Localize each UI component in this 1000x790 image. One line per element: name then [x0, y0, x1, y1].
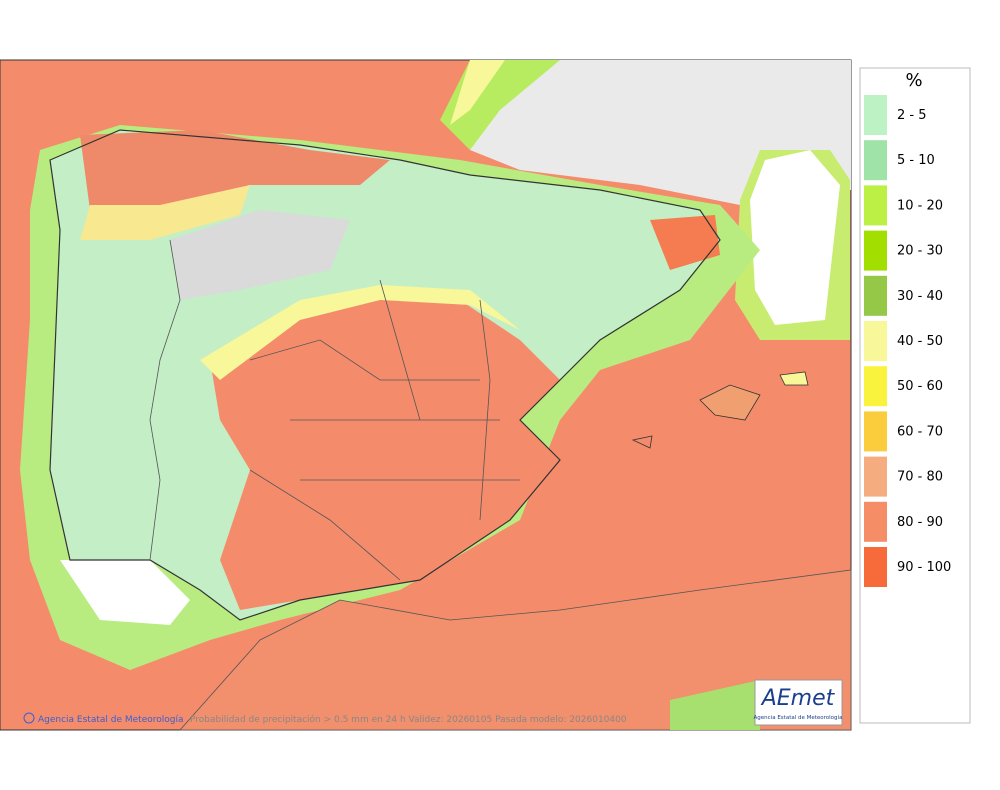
dry-area: [170, 210, 350, 300]
legend-label: 10 - 20: [897, 198, 943, 213]
borders: [149, 239, 520, 581]
legend-swatch: [864, 456, 887, 497]
logo-subtitle: Agencia Estatal de Meteorología: [754, 714, 843, 721]
legend-swatch: [864, 140, 887, 181]
legend-label: 70 - 80: [897, 470, 943, 485]
logo-name: AEmet: [760, 686, 836, 711]
legend-swatch: [864, 411, 887, 452]
legend-label: 90 - 100: [897, 560, 951, 575]
high-prob: [210, 290, 560, 610]
coastline: [49, 129, 721, 621]
legend-swatch: [864, 275, 887, 316]
catalonia: [650, 215, 720, 270]
legend-swatch: [864, 321, 887, 361]
island: [750, 150, 840, 325]
band: [670, 680, 760, 730]
legend-swatch: [864, 547, 887, 587]
legend-label: 40 - 50: [897, 334, 943, 349]
legend-label: 30 - 40: [897, 289, 943, 304]
legend-label: 5 - 10: [897, 153, 935, 168]
legend-swatch: [864, 366, 887, 407]
legend-label: 50 - 60: [897, 379, 943, 394]
legend-title: %: [905, 70, 922, 91]
north-coast: [80, 130, 390, 210]
legend: % 2 - 5 5 - 10 10 - 20 20 - 30 30 - 40 40 - 5…: [859, 67, 971, 724]
mallorca: [699, 384, 761, 421]
africa: [179, 569, 852, 731]
copyright-icon: [23, 712, 35, 724]
band: [80, 185, 250, 240]
menorca: [779, 371, 809, 386]
legend-swatch: [864, 185, 887, 226]
band: [450, 60, 505, 125]
legend-label: 60 - 70: [897, 424, 943, 439]
caption: Probabilidad de precipitación > 0.5 mm e…: [190, 714, 627, 725]
legend-label: 20 - 30: [897, 244, 943, 259]
legend-label: 80 - 90: [897, 515, 943, 530]
ibiza: [631, 435, 653, 449]
map: AEmet Agencia Estatal de Meteorología Ag…: [0, 59, 852, 731]
legend-swatch: [864, 230, 887, 271]
band: [200, 285, 520, 380]
legend-swatch: [864, 501, 887, 542]
agency-credit: Agencia Estatal de Meteorología: [38, 715, 184, 725]
legend-label: 2 - 5: [897, 108, 927, 123]
africa-white: [60, 560, 190, 625]
legend-swatch: [864, 95, 887, 135]
logo-box: [754, 679, 843, 726]
